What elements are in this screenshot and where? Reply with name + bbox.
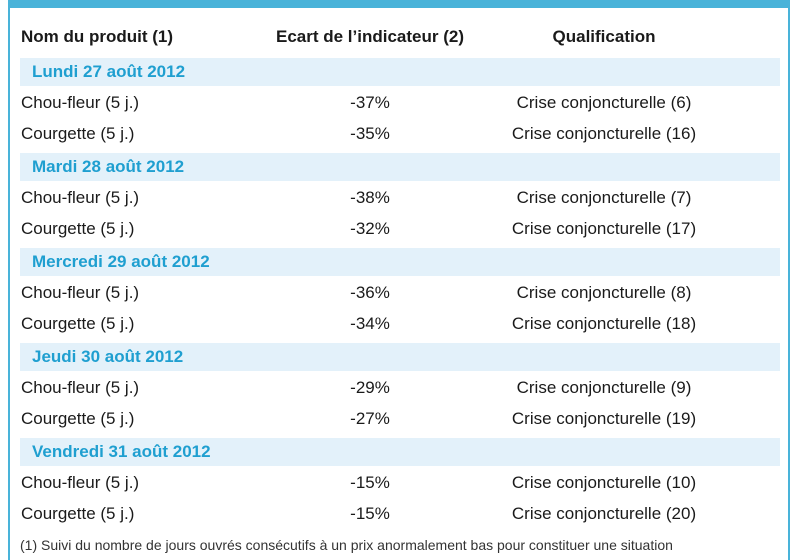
cell-ecart: -15%: [350, 504, 390, 523]
date-label: Vendredi 31 août 2012: [32, 442, 211, 461]
date-label: Mardi 28 août 2012: [32, 157, 185, 176]
table-row: Courgette (5 j.) -35% Crise conjoncturel…: [0, 120, 800, 150]
table-row: Courgette (5 j.) -32% Crise conjoncturel…: [0, 215, 800, 245]
cell-qualification: Crise conjoncturelle (20): [511, 504, 697, 523]
cell-ecart: -29%: [350, 378, 390, 397]
table-row: Chou-fleur (5 j.) -36% Crise conjoncture…: [0, 279, 800, 309]
cell-qualification: Crise conjoncturelle (9): [516, 378, 692, 397]
date-group: Jeudi 30 août 2012 Chou-fleur (5 j.) -29…: [0, 343, 800, 438]
table-row: Courgette (5 j.) -34% Crise conjoncturel…: [0, 310, 800, 340]
cell-ecart: -27%: [350, 409, 390, 428]
date-group: Mercredi 29 août 2012 Chou-fleur (5 j.) …: [0, 248, 800, 343]
cell-ecart: -34%: [350, 314, 390, 333]
table-row: Courgette (5 j.) -15% Crise conjoncturel…: [0, 500, 800, 530]
cell-produit: Courgette (5 j.): [21, 219, 135, 238]
cell-produit: Courgette (5 j.): [21, 124, 135, 143]
table-row: Chou-fleur (5 j.) -15% Crise conjoncture…: [0, 469, 800, 499]
top-border-band: [10, 0, 788, 8]
table-row: Chou-fleur (5 j.) -29% Crise conjoncture…: [0, 374, 800, 404]
cell-produit: Chou-fleur (5 j.): [21, 93, 140, 112]
date-row: Mardi 28 août 2012: [20, 153, 780, 181]
cell-ecart: -32%: [350, 219, 390, 238]
cell-ecart: -15%: [350, 473, 390, 492]
cell-produit: Chou-fleur (5 j.): [21, 188, 140, 207]
cell-ecart: -38%: [350, 188, 390, 207]
cell-ecart: -35%: [350, 124, 390, 143]
cell-produit: Chou-fleur (5 j.): [21, 283, 140, 302]
column-header-produit: Nom du produit (1): [21, 27, 174, 46]
footnote: (1) Suivi du nombre de jours ouvrés cons…: [20, 537, 673, 553]
cell-produit: Courgette (5 j.): [21, 409, 135, 428]
cell-qualification: Crise conjoncturelle (7): [516, 188, 692, 207]
cell-qualification: Crise conjoncturelle (6): [516, 93, 692, 112]
table-body: Lundi 27 août 2012 Chou-fleur (5 j.) -37…: [0, 58, 800, 533]
date-group: Lundi 27 août 2012 Chou-fleur (5 j.) -37…: [0, 58, 800, 153]
cell-ecart: -36%: [350, 283, 390, 302]
cell-qualification: Crise conjoncturelle (19): [511, 409, 697, 428]
date-row: Jeudi 30 août 2012: [20, 343, 780, 371]
table-row: Chou-fleur (5 j.) -37% Crise conjoncture…: [0, 89, 800, 119]
cell-ecart: -37%: [350, 93, 390, 112]
cell-produit: Chou-fleur (5 j.): [21, 473, 140, 492]
date-row: Vendredi 31 août 2012: [20, 438, 780, 466]
date-group: Mardi 28 août 2012 Chou-fleur (5 j.) -38…: [0, 153, 800, 248]
date-row: Mercredi 29 août 2012: [20, 248, 780, 276]
cell-qualification: Crise conjoncturelle (18): [511, 314, 697, 333]
table-header: Nom du produit (1) Ecart de l’indicateur…: [0, 27, 800, 51]
column-header-qualification: Qualification: [552, 27, 656, 46]
cell-qualification: Crise conjoncturelle (10): [511, 473, 697, 492]
date-label: Jeudi 30 août 2012: [32, 347, 184, 366]
date-group: Vendredi 31 août 2012 Chou-fleur (5 j.) …: [0, 438, 800, 533]
cell-produit: Chou-fleur (5 j.): [21, 378, 140, 397]
date-label: Mercredi 29 août 2012: [32, 252, 210, 271]
cell-produit: Courgette (5 j.): [21, 314, 135, 333]
column-header-ecart: Ecart de l’indicateur (2): [276, 27, 464, 46]
cell-qualification: Crise conjoncturelle (8): [516, 283, 692, 302]
date-label: Lundi 27 août 2012: [32, 62, 186, 81]
cell-qualification: Crise conjoncturelle (17): [511, 219, 697, 238]
table-frame: [8, 0, 790, 560]
cell-produit: Courgette (5 j.): [21, 504, 135, 523]
date-row: Lundi 27 août 2012: [20, 58, 780, 86]
cell-qualification: Crise conjoncturelle (16): [511, 124, 697, 143]
table-row: Courgette (5 j.) -27% Crise conjoncturel…: [0, 405, 800, 435]
table-row: Chou-fleur (5 j.) -38% Crise conjoncture…: [0, 184, 800, 214]
